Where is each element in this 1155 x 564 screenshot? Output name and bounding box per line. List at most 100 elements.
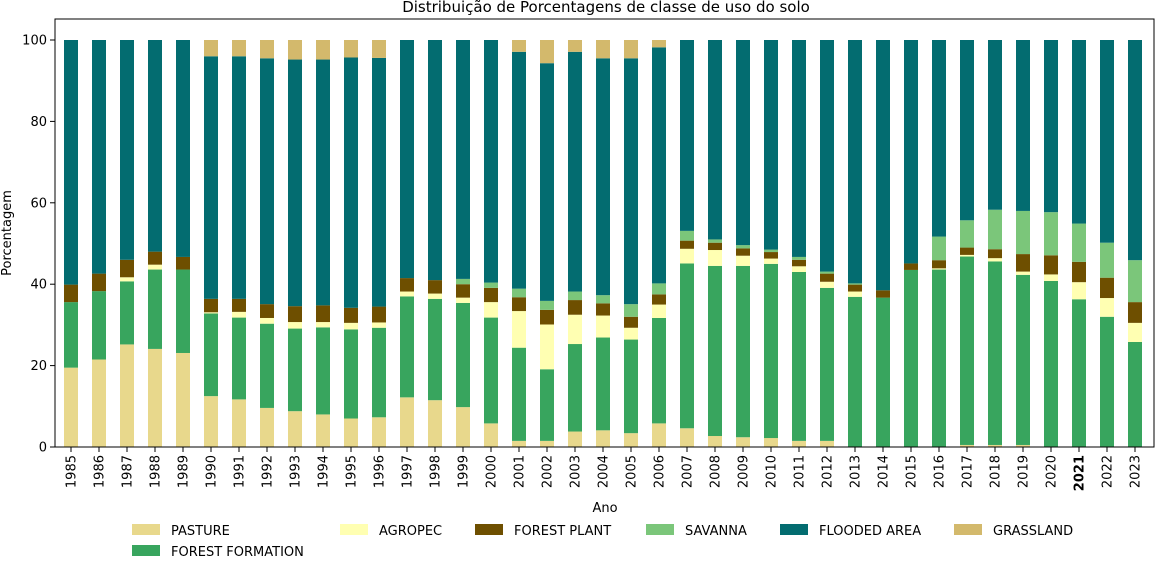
bar-segment-2017-forest-formation (960, 256, 974, 445)
bar-segment-2001-forest-plant (512, 297, 526, 312)
bar-segment-2015-forest-plant (904, 263, 918, 270)
bar-segment-2009-flooded-area (736, 40, 750, 246)
bar-segment-2016-flooded-area (932, 40, 946, 237)
x-tick-label-2008: 2008 (709, 455, 724, 488)
x-tick-label-1988: 1988 (149, 455, 164, 488)
bar-segment-1996-grassland (372, 40, 386, 58)
bar-segment-1990-grassland (204, 40, 218, 57)
x-tick-label-2009: 2009 (737, 455, 752, 488)
bar-segment-2011-forest-plant (792, 259, 806, 267)
x-tick-label-2013: 2013 (849, 455, 864, 488)
bar-segment-1996-forest-plant (372, 306, 386, 323)
bar-segment-1998-flooded-area (428, 40, 442, 281)
bar-segment-2008-agropec (708, 250, 722, 266)
bar-segment-2003-agropec (568, 314, 582, 345)
legend-label-forest-plant: FOREST PLANT (514, 524, 611, 539)
bar-segment-1995-agropec (344, 322, 358, 330)
bar-segment-2001-agropec (512, 311, 526, 348)
bar-segment-2006-agropec (652, 304, 666, 318)
bar-segment-1988-flooded-area (148, 40, 162, 252)
bar-segment-2015-flooded-area (904, 40, 918, 264)
y-axis: 0 20 40 60 80 100 (22, 34, 55, 456)
bar-segment-2013-forest-formation (848, 296, 862, 447)
x-tick-label-1994: 1994 (317, 455, 332, 488)
bar-segment-2015-forest-formation (904, 269, 918, 447)
bar-segment-2014-forest-plant (876, 290, 890, 298)
bar-segment-1995-forest-formation (344, 329, 358, 419)
bar-segment-2014-flooded-area (876, 40, 890, 291)
bar-segment-2007-flooded-area (680, 40, 694, 231)
bar-segment-1997-forest-plant (400, 278, 414, 292)
y-tick-label-0: 0 (39, 441, 47, 456)
bar-segment-1987-forest-formation (120, 281, 134, 345)
bar-segment-1990-agropec (204, 312, 218, 314)
bar-segment-2003-grassland (568, 40, 582, 52)
bar-segment-2020-agropec (1044, 274, 1058, 281)
bar-segment-1990-flooded-area (204, 56, 218, 299)
y-axis-label: Porcentagem (0, 190, 15, 276)
bar-segment-2012-savanna (820, 271, 834, 274)
x-tick-label-2017: 2017 (961, 455, 976, 488)
bar-segment-2018-pasture (988, 444, 1002, 447)
bar-segment-2007-forest-plant (680, 240, 694, 249)
bar-segment-2001-forest-formation (512, 347, 526, 441)
bar-segment-1986-forest-formation (92, 291, 106, 360)
bar-segment-2001-grassland (512, 40, 526, 52)
bars-group (64, 40, 1142, 448)
bar-segment-1998-forest-formation (428, 298, 442, 401)
bar-segment-2000-savanna (484, 282, 498, 288)
x-tick-label-2020: 2020 (1045, 455, 1060, 488)
bar-segment-2019-agropec (1016, 271, 1030, 275)
bar-segment-2004-forest-formation (596, 337, 610, 431)
bar-segment-1990-forest-plant (204, 298, 218, 313)
bar-segment-2009-agropec (736, 255, 750, 266)
bar-segment-2019-flooded-area (1016, 40, 1030, 211)
x-tick-label-1990: 1990 (205, 455, 220, 488)
bar-segment-2009-forest-formation (736, 265, 750, 438)
bar-segment-2012-flooded-area (820, 40, 834, 272)
x-tick-label-2005: 2005 (625, 455, 640, 488)
bar-segment-2023-flooded-area (1128, 40, 1142, 261)
bar-segment-1992-grassland (260, 40, 274, 59)
legend-label-grassland: GRASSLAND (993, 524, 1073, 539)
bar-segment-2022-agropec (1100, 298, 1114, 317)
bar-segment-2018-flooded-area (988, 40, 1002, 210)
bar-segment-2017-pasture (960, 444, 974, 447)
bar-segment-2003-forest-plant (568, 300, 582, 315)
bar-segment-2011-savanna (792, 256, 806, 260)
legend-label-savanna: SAVANNA (685, 524, 747, 539)
x-tick-label-2006: 2006 (653, 455, 668, 488)
bar-segment-2020-forest-formation (1044, 280, 1058, 447)
x-tick-label-2010: 2010 (765, 455, 780, 488)
bar-segment-1993-flooded-area (288, 59, 302, 307)
bar-segment-1988-agropec (148, 264, 162, 270)
bar-segment-1996-agropec (372, 322, 386, 328)
bar-segment-2021-flooded-area (1072, 40, 1086, 224)
bar-segment-1999-forest-formation (456, 302, 470, 408)
bar-segment-2017-flooded-area (960, 40, 974, 221)
bar-segment-2011-agropec (792, 266, 806, 272)
bar-segment-2016-forest-plant (932, 260, 946, 269)
x-tick-label-2019: 2019 (1017, 455, 1032, 488)
bar-segment-2004-flooded-area (596, 58, 610, 296)
bar-segment-2011-flooded-area (792, 40, 806, 257)
bar-segment-2004-grassland (596, 40, 610, 59)
bar-segment-1992-forest-formation (260, 323, 274, 408)
bar-segment-2006-savanna (652, 283, 666, 295)
bar-segment-2013-agropec (848, 291, 862, 297)
legend-label-forest-formation: FOREST FORMATION (171, 545, 304, 560)
bar-segment-1991-flooded-area (232, 56, 246, 299)
bar-segment-1995-forest-plant (344, 307, 358, 323)
bar-segment-1999-agropec (456, 297, 470, 303)
legend-swatch-grassland (954, 524, 982, 535)
x-tick-label-2016: 2016 (933, 455, 948, 488)
bar-segment-2003-pasture (568, 431, 582, 447)
bar-segment-1998-agropec (428, 293, 442, 299)
x-axis-label: Ano (592, 501, 617, 516)
bar-segment-2023-forest-formation (1128, 341, 1142, 447)
bar-segment-2021-forest-plant (1072, 261, 1086, 283)
x-tick-label-1989: 1989 (177, 455, 192, 488)
bar-segment-1998-pasture (428, 400, 442, 447)
bar-segment-1995-pasture (344, 418, 358, 447)
x-tick-label-2021: 2021 (1073, 455, 1088, 491)
